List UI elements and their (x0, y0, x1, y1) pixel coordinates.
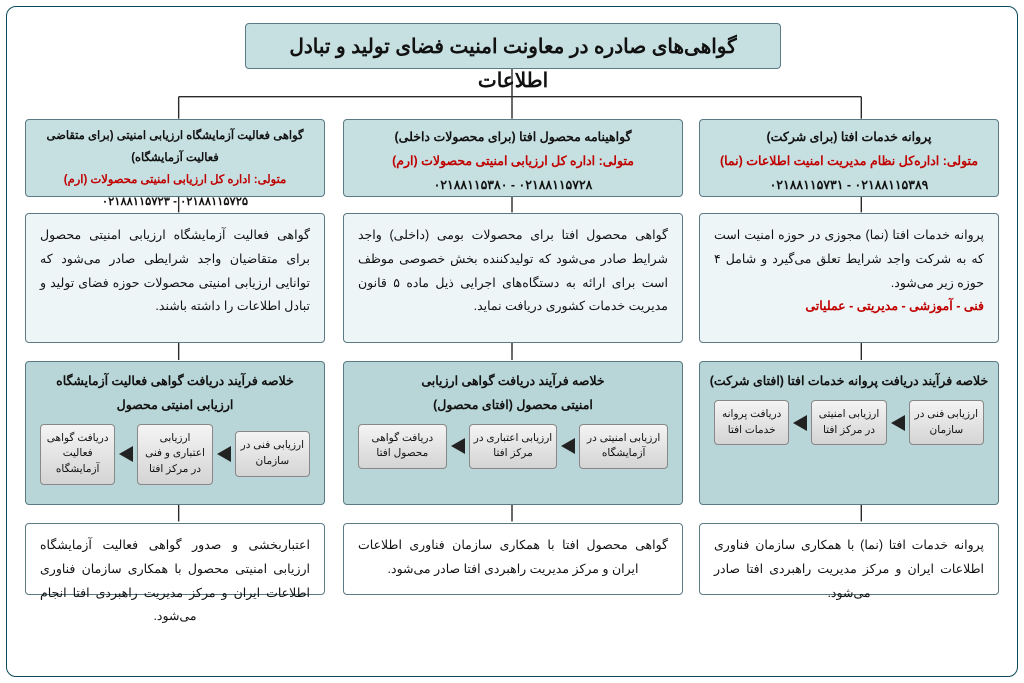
col-left-desc: گواهی فعالیت آزمایشگاه ارزیابی امنیتی مح… (25, 213, 325, 343)
col-left-steps: ارزیابی فنی در سازمان ارزیابی اعتباری و … (34, 424, 316, 491)
step: دریافت گواهی فعالیت آزمایشگاه (40, 424, 115, 485)
proc-head-line2: ارزیابی امنیتی محصول (117, 398, 234, 412)
step: ارزیابی فنی در سازمان (909, 400, 984, 446)
root-title-text: گواهی‌های صادره در معاونت امنیت فضای تول… (289, 36, 736, 92)
step: ارزیابی اعتباری و فنی در مرکز افتا (137, 424, 212, 485)
col-right-phone: ۰۲۱۸۸۱۱۵۳۸۹ - ۰۲۱۸۸۱۱۵۷۳۱ (708, 174, 990, 198)
diagram-frame: گواهی‌های صادره در معاونت امنیت فضای تول… (6, 6, 1018, 677)
col-mid-proc-head: خلاصه فرآیند دریافت گواهی ارزیابی امنیتی… (352, 370, 674, 418)
col-left-phone: ۰۲۱۸۸۱۱۵۷۲۵ - ۰۲۱۸۸۱۱۵۷۲۳ (34, 192, 316, 214)
arrow-icon (891, 415, 905, 431)
step: ارزیابی امنیتی در آزمایشگاه (579, 424, 668, 470)
col-left-footer-text: اعتباربخشی و صدور گواهی فعالیت آزمایشگاه… (40, 538, 310, 623)
col-right-desc-text: پروانه خدمات افتا (نما) مجوزی در حوزه ام… (714, 228, 984, 290)
col-right-footer: پروانه خدمات افتا (نما) با همکاری سازمان… (699, 523, 999, 595)
arrow-icon (217, 446, 231, 462)
col-right-desc: پروانه خدمات افتا (نما) مجوزی در حوزه ام… (699, 213, 999, 343)
col-right-title-text: پروانه خدمات افتا (برای شرکت) (708, 126, 990, 150)
col-left-title: گواهی فعالیت آزمایشگاه ارزیابی امنیتی (ب… (25, 119, 325, 197)
col-left-footer: اعتباربخشی و صدور گواهی فعالیت آزمایشگاه… (25, 523, 325, 595)
arrow-icon (119, 446, 133, 462)
col-mid-desc-text: گواهی محصول افتا برای محصولات بومی (داخل… (358, 228, 668, 313)
col-right-proc: خلاصه فرآیند دریافت پروانه خدمات افتا (ا… (699, 361, 999, 505)
col-left-title-text: گواهی فعالیت آزمایشگاه ارزیابی امنیتی (ب… (34, 126, 316, 170)
col-mid-owner: متولی: اداره کل ارزیابی امنیتی محصولات (… (352, 150, 674, 174)
step: دریافت گواهی محصول افتا (358, 424, 447, 470)
col-left-owner: متولی: اداره کل ارزیابی امنیتی محصولات (… (34, 170, 316, 192)
col-right-desc-highlight: فنی - آموزشی - مدیریتی - عملیاتی (805, 299, 984, 313)
proc-head-line2: امنیتی محصول (افتای محصول) (433, 398, 593, 412)
col-right-title: پروانه خدمات افتا (برای شرکت) متولی: ادا… (699, 119, 999, 197)
col-mid-footer: گواهی محصول افتا با همکاری سازمان فناوری… (343, 523, 683, 595)
col-left-proc-head: خلاصه فرآیند دریافت گواهی فعالیت آزمایشگ… (34, 370, 316, 418)
col-mid-title-text: گواهینامه محصول افتا (برای محصولات داخلی… (352, 126, 674, 150)
arrow-icon (793, 415, 807, 431)
step: ارزیابی فنی در سازمان (235, 431, 310, 477)
col-mid-phone: ۰۲۱۸۸۱۱۵۷۲۸ - ۰۲۱۸۸۱۱۵۳۸۰ (352, 174, 674, 198)
col-left-desc-text: گواهی فعالیت آزمایشگاه ارزیابی امنیتی مح… (40, 228, 310, 313)
step: ارزیابی اعتباری در مرکز افتا (469, 424, 558, 470)
step: دریافت پروانه خدمات افتا (714, 400, 789, 446)
col-mid-proc: خلاصه فرآیند دریافت گواهی ارزیابی امنیتی… (343, 361, 683, 505)
col-mid-footer-text: گواهی محصول افتا با همکاری سازمان فناوری… (358, 538, 668, 576)
proc-head-line1: خلاصه فرآیند دریافت گواهی ارزیابی (421, 374, 604, 388)
col-mid-desc: گواهی محصول افتا برای محصولات بومی (داخل… (343, 213, 683, 343)
step: ارزیابی امنیتی در مرکز افتا (811, 400, 886, 446)
root-title: گواهی‌های صادره در معاونت امنیت فضای تول… (245, 23, 781, 69)
col-right-footer-text: پروانه خدمات افتا (نما) با همکاری سازمان… (714, 538, 984, 600)
col-right-owner: متولی: اداره‌کل نظام مدیریت امنیت اطلاعا… (708, 150, 990, 174)
arrow-icon (451, 438, 465, 454)
col-right-steps: ارزیابی فنی در سازمان ارزیابی امنیتی در … (708, 400, 990, 452)
col-mid-steps: ارزیابی امنیتی در آزمایشگاه ارزیابی اعتب… (352, 424, 674, 476)
proc-head-line1: خلاصه فرآیند دریافت گواهی فعالیت آزمایشگ… (56, 374, 294, 388)
arrow-icon (561, 438, 575, 454)
col-mid-title: گواهینامه محصول افتا (برای محصولات داخلی… (343, 119, 683, 197)
col-right-proc-head: خلاصه فرآیند دریافت پروانه خدمات افتا (ا… (708, 370, 990, 394)
col-left-proc: خلاصه فرآیند دریافت گواهی فعالیت آزمایشگ… (25, 361, 325, 505)
